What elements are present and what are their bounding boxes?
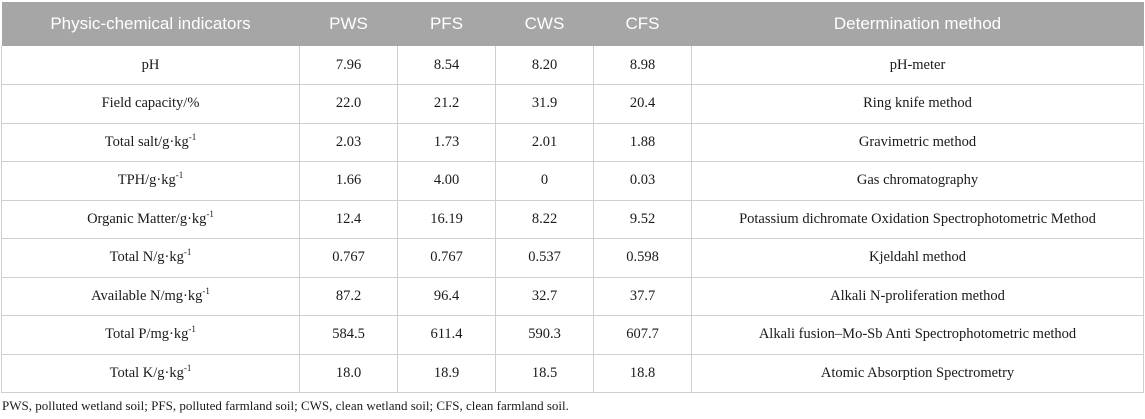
indicator-label: Available N/mg·kg <box>91 287 203 304</box>
cell-pws: 584.5 <box>299 315 398 355</box>
cell-cfs: 8.98 <box>593 46 692 85</box>
cell-cfs: 20.4 <box>593 84 692 124</box>
cell-cws: 8.22 <box>495 200 594 239</box>
table-row: Total salt/g·kg-1 2.03 1.73 2.01 1.88 Gravime… <box>1 123 1144 162</box>
indicator-label: Total P/mg·kg <box>105 326 189 343</box>
cell-pfs: 4.00 <box>397 161 496 201</box>
cell-method: Atomic Absorption Spectrometry <box>691 354 1144 393</box>
header-cws: CWS <box>524 14 565 33</box>
cell-indicator: Total P/mg·kg-1 <box>1 315 300 355</box>
cell-pfs: 16.19 <box>397 200 496 239</box>
cell-cfs: 9.52 <box>593 200 692 239</box>
indicator-label: pH <box>141 56 160 73</box>
cell-pws: 1.66 <box>299 161 398 201</box>
table-body: pH 7.96 8.54 8.20 8.98 pH-meter Field capacity… <box>1 46 1144 393</box>
cell-cws: 32.7 <box>495 277 594 316</box>
unit-exponent: -1 <box>188 131 197 142</box>
cell-pws: 18.0 <box>299 354 398 393</box>
unit-exponent: -1 <box>183 362 192 373</box>
cell-method: pH-meter <box>691 46 1144 85</box>
cell-pfs: 611.4 <box>397 315 496 355</box>
indicator-label: Total salt/g·kg <box>104 133 189 150</box>
cell-indicator: Total K/g·kg-1 <box>1 354 300 393</box>
table-row: Available N/mg·kg-1 87.2 96.4 32.7 37.7 Alkal… <box>1 277 1144 316</box>
table-row: Total P/mg·kg-1 584.5 611.4 590.3 607.7 Alkal… <box>1 315 1144 355</box>
cell-cfs: 607.7 <box>593 315 692 355</box>
header-method: Determination method <box>833 14 1002 33</box>
cell-pws: 0.767 <box>299 238 398 278</box>
indicator-label: Field capacity/% <box>101 95 200 112</box>
cell-cws: 590.3 <box>495 315 594 355</box>
cell-cfs: 0.598 <box>593 238 692 278</box>
cell-cfs: 1.88 <box>593 123 692 162</box>
cell-indicator: Total salt/g·kg-1 <box>1 123 300 162</box>
indicator-label: Organic Matter/g·kg <box>87 210 207 227</box>
header-pws: PWS <box>329 14 368 33</box>
cell-method: Kjeldahl method <box>691 238 1144 278</box>
cell-cfs: 0.03 <box>593 161 692 201</box>
cell-method: Alkali fusion–Mo-Sb Anti Spectrophotomet… <box>691 315 1144 355</box>
cell-indicator: Total N/g·kg-1 <box>1 238 300 278</box>
cell-method: Gas chromatography <box>691 161 1144 201</box>
cell-indicator: Organic Matter/g·kg-1 <box>1 200 300 239</box>
table-row: Total N/g·kg-1 0.767 0.767 0.537 0.598 Kjelda… <box>1 238 1144 278</box>
cell-pfs: 18.9 <box>397 354 496 393</box>
cell-cws: 31.9 <box>495 84 594 124</box>
table-row: Field capacity/% 22.0 21.2 31.9 20.4 Ring kni… <box>1 84 1144 124</box>
cell-indicator: Field capacity/% <box>1 84 300 124</box>
cell-cws: 8.20 <box>495 46 594 85</box>
cell-cws: 2.01 <box>495 123 594 162</box>
cell-cfs: 18.8 <box>593 354 692 393</box>
table-row: pH 7.96 8.54 8.20 8.98 pH-meter <box>1 46 1144 85</box>
unit-exponent: -1 <box>188 324 196 335</box>
cell-pfs: 0.767 <box>397 238 496 278</box>
cell-indicator: Available N/mg·kg-1 <box>1 277 300 316</box>
indicator-label: Total K/g·kg <box>109 364 184 381</box>
cell-pws: 22.0 <box>299 84 398 124</box>
cell-method: Ring knife method <box>691 84 1144 124</box>
cell-cws: 0.537 <box>495 238 594 278</box>
table-row: TPH/g·kg-1 1.66 4.00 0 0.03 Gas chromatograph… <box>1 161 1144 201</box>
header-pfs: PFS <box>429 14 464 33</box>
unit-exponent: -1 <box>183 247 192 258</box>
table-footnote: PWS, polluted wetland soil; PFS, pollute… <box>2 398 569 413</box>
indicator-label: TPH/g·kg <box>117 172 176 189</box>
header-indicator: Physic-chemical indicators <box>50 14 251 33</box>
cell-pfs: 1.73 <box>397 123 496 162</box>
cell-method: Potassium dichromate Oxidation Spectroph… <box>691 200 1144 239</box>
cell-pfs: 96.4 <box>397 277 496 316</box>
cell-cfs: 37.7 <box>593 277 692 316</box>
cell-pws: 7.96 <box>299 46 398 85</box>
cell-pws: 2.03 <box>299 123 398 162</box>
table-row: Total K/g·kg-1 18.0 18.9 18.5 18.8 Atomic Abs… <box>1 354 1144 393</box>
cell-pfs: 8.54 <box>397 46 496 85</box>
unit-exponent: -1 <box>202 285 210 296</box>
cell-cws: 18.5 <box>495 354 594 393</box>
indicator-label: Total N/g·kg <box>109 249 184 266</box>
cell-pws: 12.4 <box>299 200 398 239</box>
cell-pws: 87.2 <box>299 277 398 316</box>
unit-exponent: -1 <box>175 170 184 181</box>
table-header-row: Physic-chemical indicators PWS PFS CWS C… <box>1 2 1144 46</box>
table-row: Organic Matter/g·kg-1 12.4 16.19 8.22 9.52 Po… <box>1 200 1144 239</box>
soil-properties-table: Physic-chemical indicators PWS PFS CWS C… <box>1 2 1144 393</box>
cell-method: Gravimetric method <box>691 123 1144 162</box>
header-cfs: CFS <box>625 14 660 33</box>
unit-exponent: -1 <box>206 208 214 219</box>
cell-cws: 0 <box>495 161 594 201</box>
cell-method: Alkali N-proliferation method <box>691 277 1144 316</box>
cell-indicator: TPH/g·kg-1 <box>1 161 300 201</box>
cell-pfs: 21.2 <box>397 84 496 124</box>
cell-indicator: pH <box>1 46 300 85</box>
